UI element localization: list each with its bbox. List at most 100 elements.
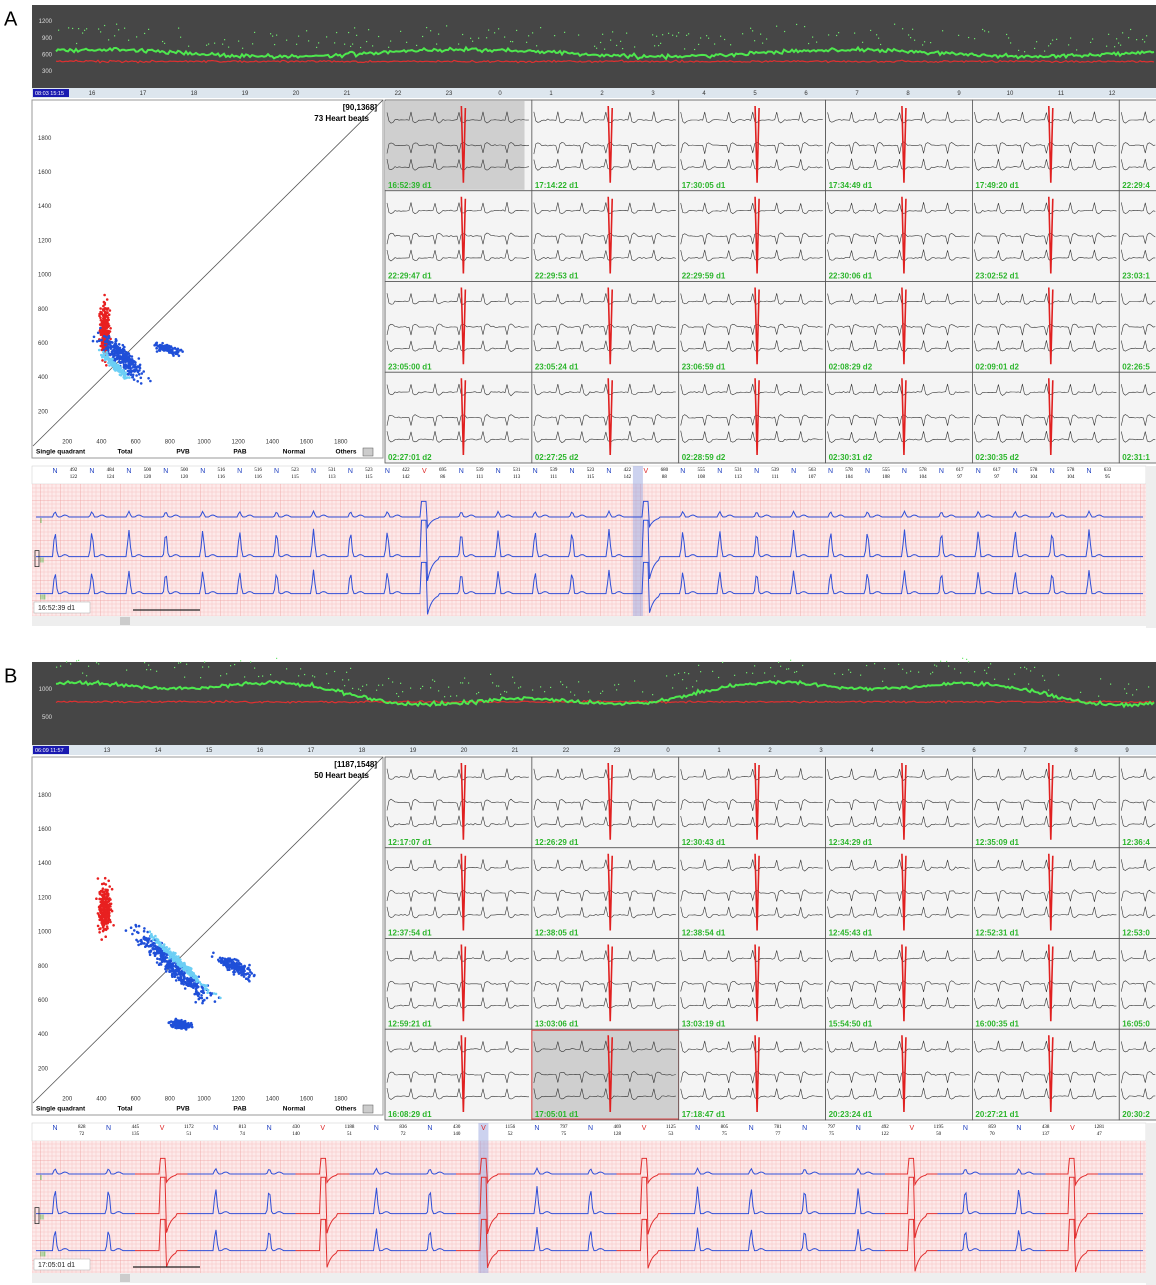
beat-rr: 516 xyxy=(254,468,262,473)
hour-label: 16 xyxy=(89,91,96,97)
scatter-tab[interactable]: Total xyxy=(117,1106,132,1113)
scatter-dot xyxy=(157,950,160,953)
scatter-dot xyxy=(219,997,222,1000)
beat-rr: 484 xyxy=(107,468,115,473)
scatter-dot xyxy=(151,947,154,950)
scatter-dot xyxy=(162,947,165,950)
scatter-dot xyxy=(243,965,246,968)
trend-dot xyxy=(796,24,797,25)
trend-dot xyxy=(884,668,885,669)
scatter-dot xyxy=(103,919,106,922)
trend-dot xyxy=(974,671,975,672)
scatter-tab[interactable]: PVB xyxy=(176,449,190,456)
trend-dot xyxy=(230,665,231,666)
scatter-dot xyxy=(195,988,198,991)
scatter-dot xyxy=(102,887,105,890)
scatter-dot xyxy=(154,952,157,955)
scatter-tab[interactable]: Total xyxy=(117,449,132,456)
scatter-dot xyxy=(137,371,140,374)
beat-hr: 50 xyxy=(936,1132,942,1137)
scatter-dot xyxy=(191,1026,194,1029)
beat-type: N xyxy=(1087,468,1092,475)
beat-type: N xyxy=(534,1125,539,1132)
trend-dot xyxy=(496,685,497,686)
scatter-tab[interactable]: Others xyxy=(336,449,357,456)
scatter-dot xyxy=(142,942,145,945)
beat-rr: 445 xyxy=(132,1125,140,1130)
trend-dot xyxy=(304,674,305,675)
scatter-dot xyxy=(101,883,104,886)
scatter-dot xyxy=(128,370,131,373)
scatter-dot xyxy=(138,925,141,928)
trend-dot xyxy=(656,36,657,37)
scatter-dot xyxy=(109,327,112,330)
trend-dot xyxy=(306,30,307,31)
scatter-tab[interactable]: PAB xyxy=(233,1106,247,1113)
scatter-x-tick: 1600 xyxy=(300,1097,314,1103)
trend-dot xyxy=(600,42,601,43)
scatter-dot xyxy=(147,377,150,380)
scatter-dot xyxy=(103,921,106,924)
scatter-y-tick: 600 xyxy=(38,341,49,347)
beat-type: N xyxy=(717,468,722,475)
trend-dot xyxy=(186,664,187,665)
scatter-tab[interactable]: PVB xyxy=(176,1106,190,1113)
trend-dot xyxy=(836,35,837,36)
trend-dot xyxy=(910,671,911,672)
beat-type: N xyxy=(533,468,538,475)
scatter-x-tick: 200 xyxy=(62,1097,73,1103)
trend-dot xyxy=(76,43,77,44)
trend-dot xyxy=(686,688,687,689)
trend-dot xyxy=(764,672,765,673)
beat-tile[interactable] xyxy=(1119,939,1156,1030)
beat-rr: 422 xyxy=(624,468,632,473)
tile-time: 23:02:52 d1 xyxy=(975,272,1019,281)
hour-label: 17 xyxy=(308,748,315,754)
scatter-x-tick: 400 xyxy=(96,1097,107,1103)
scatter-dot xyxy=(106,894,109,897)
trend-dot xyxy=(78,28,79,29)
scatter-tab[interactable]: PAB xyxy=(233,449,247,456)
tile-time: 02:30:35 d2 xyxy=(975,453,1019,462)
trend-dot xyxy=(128,40,129,41)
trend-dot xyxy=(1144,41,1145,42)
scatter-dot xyxy=(147,938,150,941)
trend-dot xyxy=(252,43,253,44)
scatter-tab[interactable]: Normal xyxy=(283,449,306,456)
trend-dot xyxy=(634,46,635,47)
scatter-dot xyxy=(186,983,189,986)
trend-dot xyxy=(336,32,337,33)
scatter-tab[interactable]: Normal xyxy=(283,1106,306,1113)
beat-hr: 104 xyxy=(1067,475,1075,480)
scatter-tab[interactable]: Others xyxy=(336,1106,357,1113)
tile-time: 17:34:49 d1 xyxy=(829,181,873,190)
trend-dot xyxy=(1030,670,1031,671)
beat-hr: 116 xyxy=(254,475,262,480)
scatter-tab[interactable]: Single quadrant xyxy=(36,449,86,456)
trend-dot xyxy=(204,661,205,662)
trend-dot xyxy=(512,677,513,678)
trend-dot xyxy=(188,46,189,47)
trend-dot xyxy=(1034,48,1035,49)
trend-dot xyxy=(312,675,313,676)
trend-dot xyxy=(430,30,431,31)
tile-time: 12:26:29 d1 xyxy=(535,838,579,847)
trend-dot xyxy=(478,692,479,693)
scroll-thumb[interactable] xyxy=(120,617,130,625)
scroll-thumb[interactable] xyxy=(120,1274,130,1282)
trend-dot xyxy=(596,48,597,49)
scatter-dot xyxy=(107,919,110,922)
beat-hr: 108 xyxy=(882,475,890,480)
beat-rr: 1125 xyxy=(666,1125,676,1130)
scatter-dot xyxy=(207,989,210,992)
scatter-dot xyxy=(96,340,99,343)
scatter-dot xyxy=(98,919,101,922)
scatter-dot xyxy=(137,932,140,935)
trend-dot xyxy=(146,669,147,670)
hour-label: 18 xyxy=(191,91,198,97)
scatter-dot xyxy=(118,343,121,346)
trend-dot xyxy=(402,691,403,692)
trend-dot xyxy=(578,681,579,682)
scatter-tab[interactable]: Single quadrant xyxy=(36,1106,86,1113)
trend-dot xyxy=(612,31,613,32)
